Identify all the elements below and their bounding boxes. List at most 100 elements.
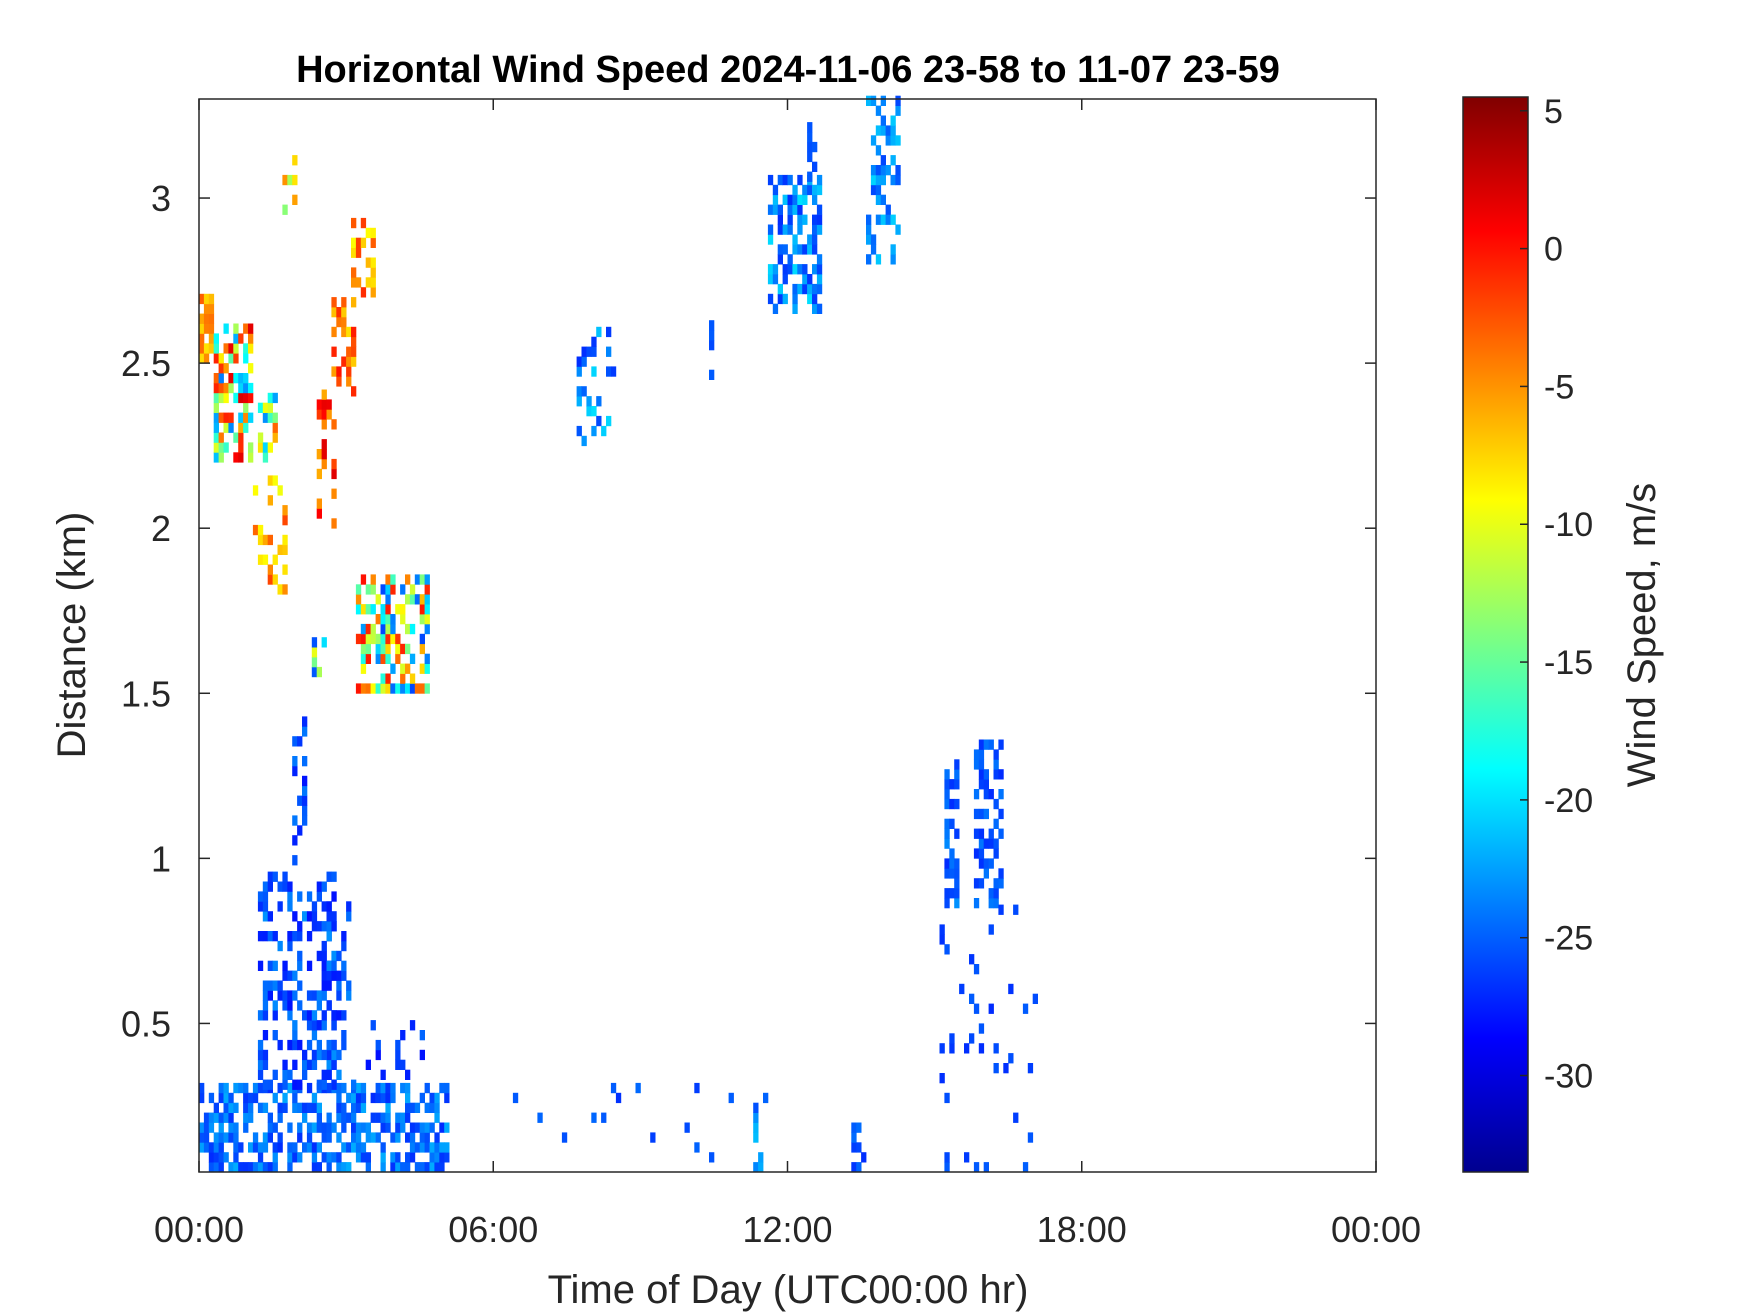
heatmap-cell [287,990,293,1001]
heatmap-cell [297,1122,303,1133]
heatmap-cell [331,1049,337,1061]
heatmap-cell [336,1152,342,1163]
heatmap-cell [302,716,308,727]
heatmap-cell [311,911,318,922]
heatmap-cell [336,1069,342,1080]
heatmap-cell [949,858,955,869]
heatmap-cell [365,1122,371,1133]
heatmap-cell [262,980,269,991]
heatmap-cell [336,1112,342,1123]
colorbar: 5 0 -5 -10 -15 -20 -25 -30 [1462,93,1593,1173]
heatmap-cell [331,297,337,308]
heatmap-cell [866,254,872,265]
heatmap-cell [282,544,288,555]
heatmap-cell [973,848,980,859]
heatmap-cell [434,1152,440,1163]
heatmap-cell [385,1112,391,1123]
heatmap-cell [282,990,288,1001]
heatmap-cell [326,1059,332,1070]
heatmap-cell [272,1010,278,1021]
heatmap-cell [944,944,950,955]
heatmap-cell [336,1010,342,1021]
heatmap-cell [346,911,352,922]
heatmap-cell [978,739,985,750]
heatmap-cell [292,1039,298,1051]
heatmap-cell [287,970,293,981]
heatmap-cell [282,1102,288,1113]
heatmap-cell [812,264,818,275]
heatmap-cell [336,316,342,328]
heatmap-cell [365,227,371,239]
heatmap-cell [782,224,788,235]
heatmap-cell [998,808,1004,820]
heatmap-cell [983,808,989,820]
heatmap-cell [807,234,813,245]
heatmap-cell [223,422,229,433]
heatmap-cell [282,1069,288,1080]
heatmap-cell [351,1132,357,1143]
heatmap-cell [390,1092,396,1104]
heatmap-cell [248,343,254,354]
heatmap-cell [954,868,960,879]
heatmap-cell [248,1162,254,1173]
x-tick-label: 12:00 [742,1209,832,1250]
heatmap-cell [998,828,1004,839]
heatmap-cell [939,924,945,935]
heatmap-cell [306,1122,313,1133]
heatmap-cell [287,1162,293,1173]
heatmap-cell [797,244,803,255]
heatmap-cell [213,442,219,453]
heatmap-cell [218,353,224,364]
heatmap-cell [988,898,994,909]
heatmap-cell [272,574,278,585]
heatmap-cell [297,950,303,962]
heatmap-cell [993,798,999,810]
heatmap-cell [650,1132,656,1143]
heatmap-cell [601,425,607,437]
heatmap-cell [292,1142,298,1153]
heatmap-cell [385,653,391,664]
heatmap-cell [321,950,327,962]
heatmap-cell [287,1142,293,1153]
heatmap-cell [400,683,406,694]
heatmap-cell [267,1132,273,1143]
heatmap-cell [419,663,425,674]
heatmap-cell [405,643,411,655]
heatmap-cell [292,174,298,186]
heatmap-cell [424,1122,430,1133]
heatmap-cell [405,683,411,694]
heatmap-cell [409,1102,416,1113]
heatmap-cell [306,960,313,971]
heatmap-cell [390,623,396,635]
heatmap-cell [429,1122,435,1133]
heatmap-cell [346,376,352,387]
heatmap-cell [424,623,430,635]
heatmap-cell [267,495,273,506]
heatmap-cell [321,419,327,430]
colorbar-gradient [1462,96,1529,1173]
heatmap-cell [311,1010,318,1021]
heatmap-cell [812,244,818,255]
heatmap-cell [807,141,813,153]
heatmap-cell [944,1152,950,1163]
heatmap-cell [753,1112,759,1123]
heatmap-cell [591,1112,597,1123]
heatmap-cell [243,353,249,364]
heatmap-cell [267,871,273,882]
heatmap-cell [993,818,999,829]
heatmap-cell [365,1132,371,1143]
heatmap-cell [218,1092,224,1104]
heatmap-cell [767,264,774,275]
heatmap-cell [311,901,318,912]
heatmap-cell [419,1142,425,1153]
heatmap-cell [336,1162,342,1173]
heatmap-cell [292,1079,298,1090]
heatmap-cell [885,135,891,146]
heatmap-cell [890,244,896,255]
heatmap-cell [596,415,602,427]
heatmap-cell [601,1112,607,1123]
heatmap-cell [292,1020,298,1031]
heatmap-cell [988,739,994,750]
heatmap-cell [591,366,597,377]
heatmap-cell [306,1132,313,1143]
